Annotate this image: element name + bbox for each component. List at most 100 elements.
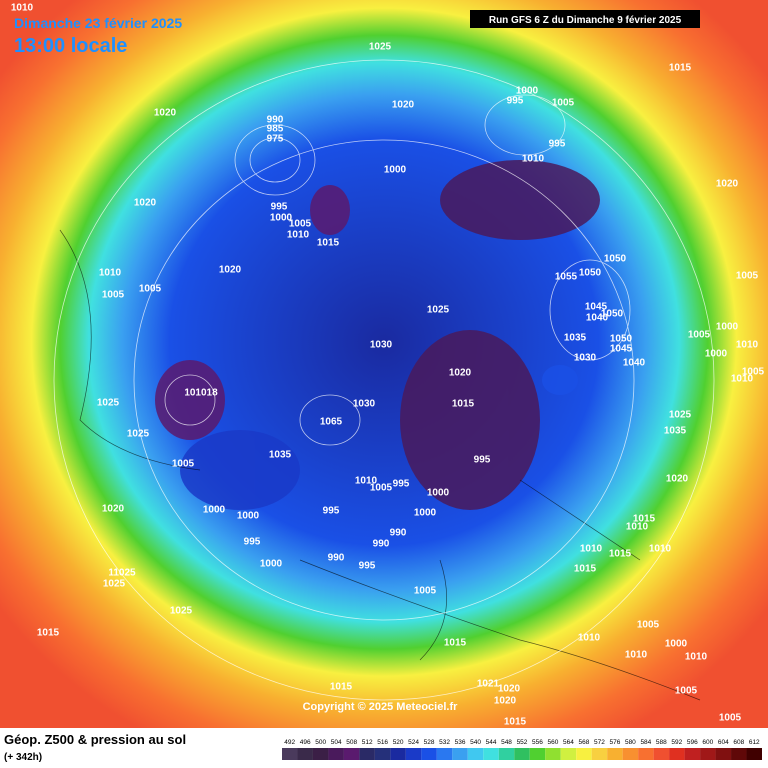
colorbar-tick-label: 592 (671, 739, 682, 746)
colorbar-tick-label: 612 (749, 739, 760, 746)
isobar-label: 1010 (685, 652, 708, 663)
isobar-label: 1050 (579, 268, 602, 279)
isobar-label: 990 (267, 115, 284, 126)
isobar-label: 1005 (414, 586, 437, 597)
isobar-label: 1010 (736, 340, 759, 351)
isobar-label: 1040 (623, 358, 646, 369)
isobar-label: 1010 (522, 154, 545, 165)
colorbar-tick-label: 548 (501, 739, 512, 746)
colorbar-tick-label: 496 (300, 739, 311, 746)
isobar-label: 1010 (626, 522, 649, 533)
colorbar-tick-label: 508 (346, 739, 357, 746)
low-centers (155, 160, 600, 510)
isobar-label: 1025 (427, 305, 450, 316)
isobar-label: 995 (323, 506, 340, 517)
colorbar-swatch (436, 748, 453, 760)
isobar-label: 1015 (330, 682, 353, 693)
isobar-label: 1020 (449, 368, 472, 379)
isobar-label: 1005 (688, 330, 711, 341)
colorbar-tick-label: 540 (470, 739, 481, 746)
isobar-label: 1045 (585, 302, 608, 313)
isobar-label: 995 (474, 455, 491, 466)
isobar-label: 1000 (203, 505, 226, 516)
isobar-label: 1005 (552, 98, 575, 109)
isobar-label: 995 (393, 479, 410, 490)
colorbar-swatch (545, 748, 561, 760)
isobar-label: 1021 (477, 679, 500, 690)
isobar-label: 1045 (610, 344, 633, 355)
isobar-label: 1005 (370, 483, 393, 494)
isobar-label: 1015 (504, 717, 527, 728)
run-box (470, 10, 700, 28)
isobar-label: 1000 (384, 165, 407, 176)
colorbar-swatch (746, 748, 762, 760)
isobar-label: 1025 (669, 410, 692, 421)
isobar-label: 995 (359, 561, 376, 572)
isobar-label: 1000 (414, 508, 437, 519)
colorbar-tick-label: 572 (594, 739, 605, 746)
colorbar-swatch (390, 748, 406, 760)
colorbar-swatch (560, 748, 577, 760)
isobar-label: 1000 (716, 322, 739, 333)
isobar-label: 1055 (555, 272, 578, 283)
isobar-label: 1005 (742, 367, 765, 378)
isobar-label: 975 (267, 134, 284, 145)
isobar-label: 1020 (102, 504, 125, 515)
run-info: Run GFS 6 Z du Dimanche 9 février 2025 (489, 15, 682, 26)
isobar-label: 101018 (184, 388, 218, 399)
isobar-label: 1025 (369, 42, 392, 53)
colorbar-tick-label: 552 (517, 739, 528, 746)
isobar-label: 1010 (649, 544, 672, 555)
colorbar-swatch (576, 748, 592, 760)
colorbar-swatch (622, 748, 639, 760)
coastlines (59, 229, 701, 701)
colorbar-swatch (700, 748, 716, 760)
colorbar-tick-label: 520 (393, 739, 404, 746)
colorbar-swatch (297, 748, 313, 760)
isobar-label: 1010 (11, 3, 34, 14)
isobar-label: 1035 (269, 450, 292, 461)
isobar-label: 1025 (127, 429, 150, 440)
isobar-label: 1020 (666, 474, 689, 485)
isobar-label: 990 (390, 528, 407, 539)
colorbar-swatch (405, 748, 422, 760)
isobar-label: 11025 (108, 568, 136, 579)
colorbar-tick-label: 608 (733, 739, 744, 746)
isobar-label: 1005 (675, 686, 698, 697)
isobar-label: 1010 (99, 268, 122, 279)
colorbar-swatch (591, 748, 608, 760)
isobar-label: 1000 (427, 488, 450, 499)
colorbar-swatch (467, 748, 484, 760)
isobar-label: 1000 (270, 213, 293, 224)
isobar-label: 1015 (37, 628, 60, 639)
isobar-label: 1000 (705, 349, 728, 360)
isobar-label: 1000 (516, 86, 539, 97)
isobar-label: 1020 (498, 684, 521, 695)
colorbar-tick-label: 600 (702, 739, 713, 746)
isobar-label: 1015 (452, 399, 475, 410)
isobar-label: 1005 (637, 620, 660, 631)
isobar-label: 1035 (564, 333, 587, 344)
colorbar-tick-label: 584 (640, 739, 651, 746)
isobar-label: 1010 (578, 633, 601, 644)
isobar-label: 1020 (392, 100, 415, 111)
isobar-label: 1030 (574, 353, 597, 364)
isobar-label: 995 (507, 96, 524, 107)
isobar-label: 995 (549, 139, 566, 150)
isobar-label: 1015 (609, 549, 632, 560)
isobar-label: 995 (244, 537, 261, 548)
colorbar-tick-label: 556 (532, 739, 543, 746)
colorbar-tick-label: 568 (579, 739, 590, 746)
legend-title: Géop. Z500 & pression au sol (4, 732, 186, 747)
isobar-label: 1015 (317, 238, 340, 249)
subtitle: 13:00 locale (14, 35, 127, 57)
isobar-label: 990 (373, 539, 390, 550)
isobar-label: 1025 (170, 606, 193, 617)
title: Dimanche 23 février 2025 (14, 15, 182, 31)
isobar-label: 1035 (664, 426, 687, 437)
colorbar-tick-label: 500 (315, 739, 326, 746)
isobar-label: 995 (271, 202, 288, 213)
isobar-label: 1025 (103, 579, 126, 590)
isobar-label: 1030 (353, 399, 376, 410)
colorbar-tick-label: 536 (455, 739, 466, 746)
